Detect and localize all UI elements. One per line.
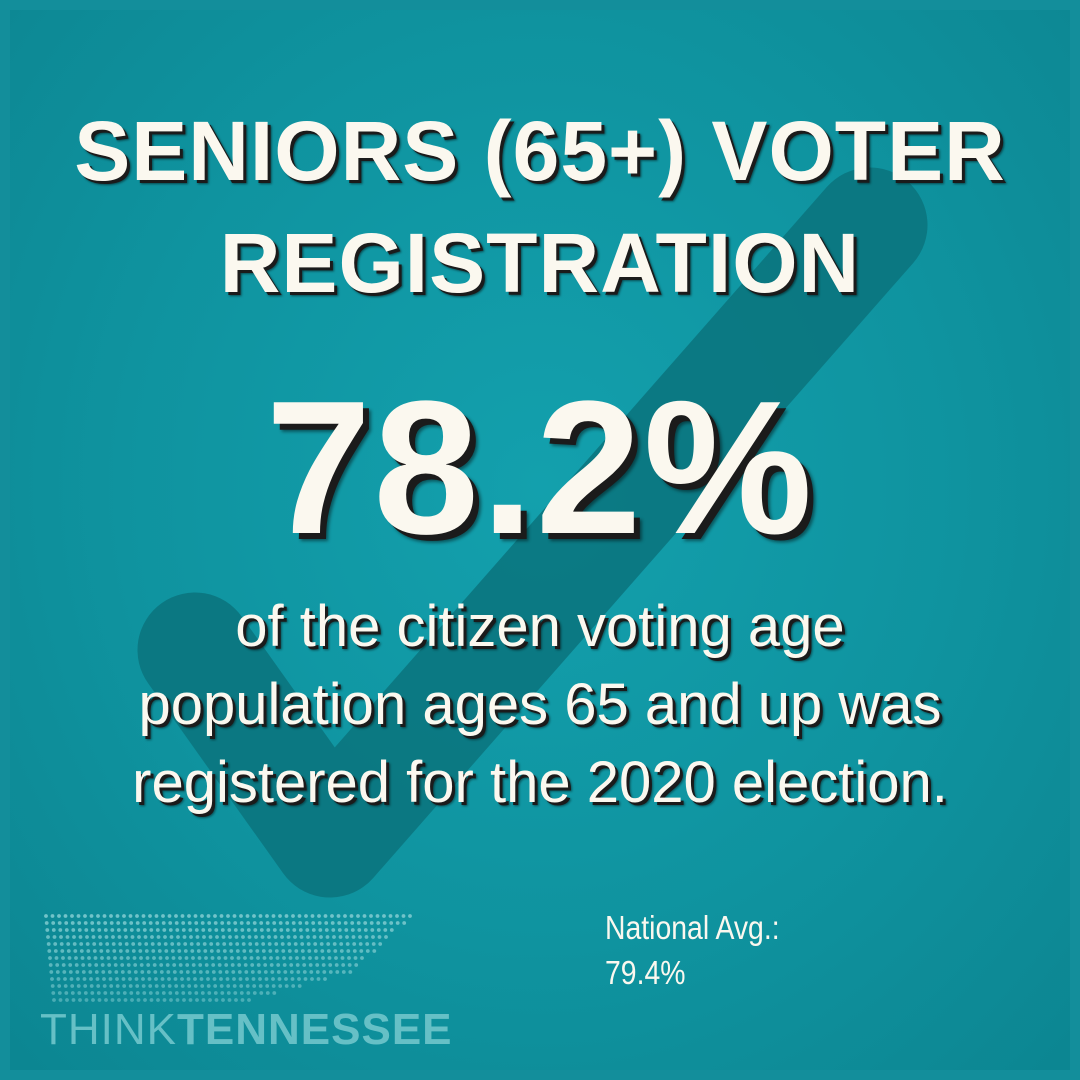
- national-average: National Avg.: 79.4%: [605, 905, 780, 995]
- logo: THINKTENNESSEE: [40, 1005, 453, 1055]
- headline-stat: 78.2%: [265, 362, 815, 574]
- title-line: REGISTRATION: [219, 216, 861, 310]
- logo-word-tennessee: TENNESSEE: [177, 1005, 453, 1054]
- description-line: of the citizen voting age: [235, 594, 845, 659]
- page-title: SENIORS (65+) VOTER REGISTRATION: [0, 95, 1080, 319]
- national-average-value: 79.4%: [605, 954, 686, 991]
- description-line: registered for the 2020 election.: [132, 750, 948, 815]
- logo-word-think: THINK: [40, 1005, 177, 1054]
- tennessee-state-dots-icon: [44, 914, 412, 1002]
- national-average-label: National Avg.:: [605, 909, 780, 946]
- title-line: SENIORS (65+) VOTER: [74, 104, 1006, 198]
- description-line: population ages 65 and up was: [138, 672, 942, 737]
- stat-description: of the citizen voting age population age…: [0, 588, 1080, 822]
